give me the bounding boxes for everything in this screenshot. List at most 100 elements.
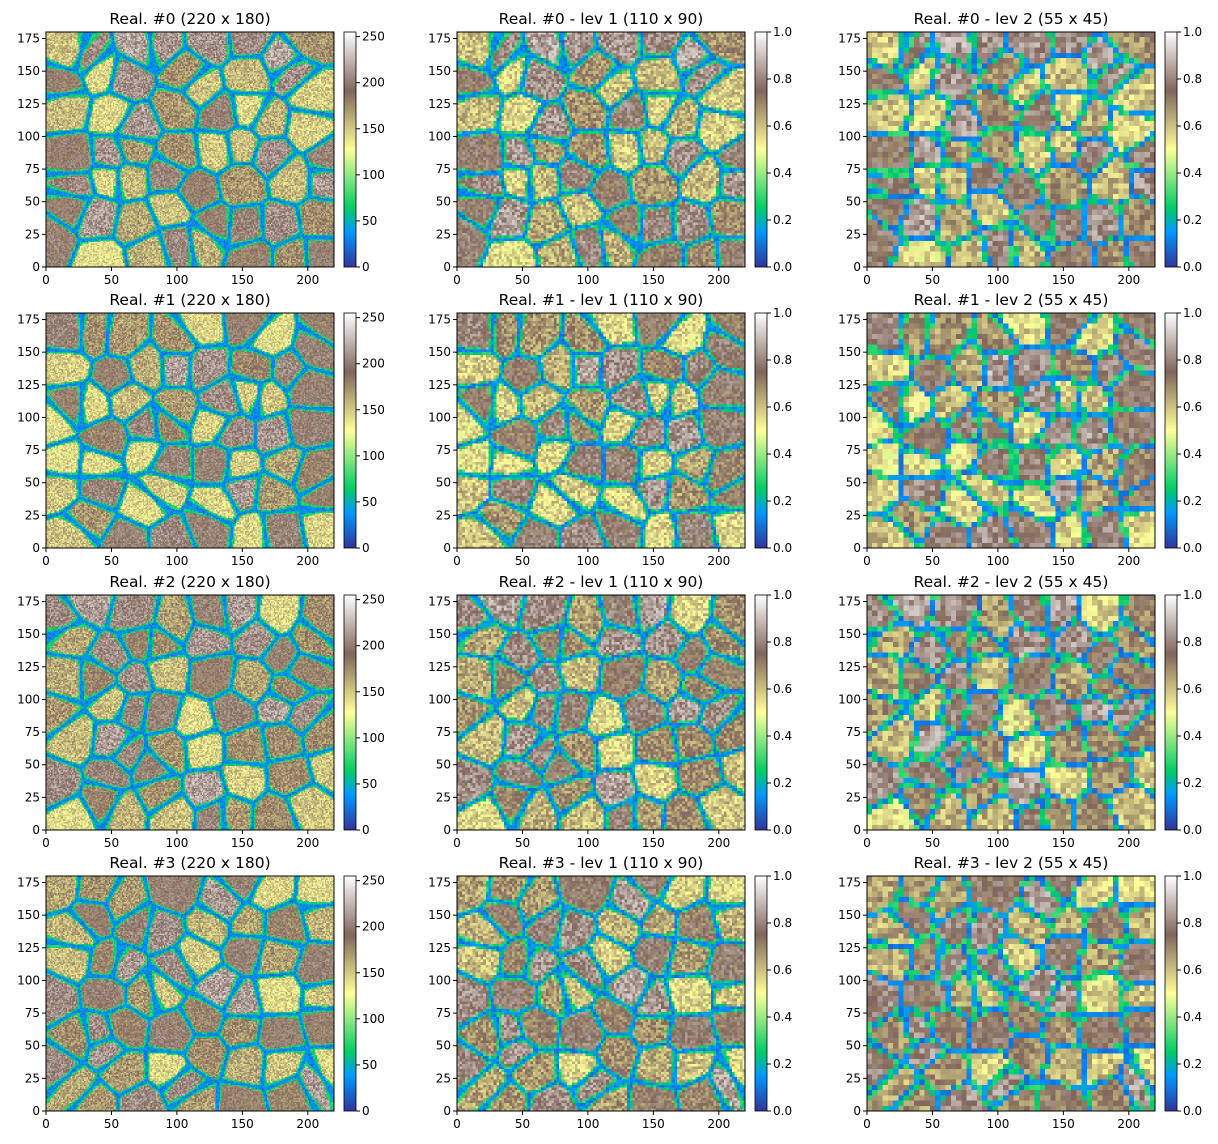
y-tick-label: 0 bbox=[32, 260, 40, 274]
colorbar-tick-label: 0.8 bbox=[773, 916, 792, 930]
panel-title: Real. #0 - lev 2 (55 x 45) bbox=[914, 10, 1109, 28]
y-tick-label: 150 bbox=[838, 64, 861, 78]
colorbar-tick-label: 1.0 bbox=[773, 588, 792, 602]
heatmap-image bbox=[46, 32, 334, 267]
y-tick-label: 125 bbox=[428, 378, 451, 392]
colorbar-tick-label: 0.0 bbox=[1183, 1104, 1202, 1118]
axes-frame bbox=[456, 594, 746, 831]
x-tick-label: 150 bbox=[231, 273, 254, 287]
y-tick-label: 0 bbox=[443, 541, 451, 555]
y-tick-label: 100 bbox=[838, 973, 861, 987]
heatmap-panel: Real. #0 - lev 2 (55 x 45) 0 50 100 150 200 0 2… bbox=[838, 10, 1202, 287]
colorbar bbox=[1164, 31, 1178, 268]
y-tick-label: 175 bbox=[428, 32, 451, 46]
heatmap-image bbox=[46, 595, 334, 830]
heatmap-panel: Real. #3 - lev 1 (110 x 90) 0 50 100 150 200 0… bbox=[428, 854, 792, 1131]
x-tick-label: 0 bbox=[453, 273, 461, 287]
colorbar bbox=[343, 31, 357, 268]
colorbar-tick-label: 1.0 bbox=[773, 25, 792, 39]
y-tick-label: 175 bbox=[17, 32, 40, 46]
y-tick-label: 125 bbox=[838, 660, 861, 674]
colorbar-tick-label: 1.0 bbox=[1183, 588, 1202, 602]
colorbar-tick-label: 200 bbox=[362, 357, 385, 371]
panel-title: Real. #2 - lev 1 (110 x 90) bbox=[499, 573, 704, 591]
colorbar-tick-label: 250 bbox=[362, 874, 385, 888]
colorbar-tick-label: 0.6 bbox=[773, 119, 792, 133]
axes-frame bbox=[456, 312, 746, 549]
heatmap-panel: Real. #2 - lev 2 (55 x 45) 0 50 100 150 200 0 2… bbox=[838, 573, 1202, 850]
y-tick-label: 50 bbox=[846, 758, 861, 772]
axes-frame bbox=[45, 312, 335, 549]
y-tick-label: 100 bbox=[17, 129, 40, 143]
colorbar bbox=[343, 875, 357, 1112]
colorbar-tick-label: 0.2 bbox=[1183, 213, 1202, 227]
panel-title: Real. #0 - lev 1 (110 x 90) bbox=[499, 10, 704, 28]
x-tick-label: 150 bbox=[1052, 836, 1075, 850]
x-tick-label: 200 bbox=[1117, 554, 1140, 568]
x-tick-label: 100 bbox=[986, 554, 1009, 568]
colorbar-tick-label: 0.8 bbox=[1183, 635, 1202, 649]
x-tick-label: 200 bbox=[707, 554, 730, 568]
y-tick-label: 50 bbox=[846, 195, 861, 209]
colorbar-tick-label: 0.2 bbox=[1183, 1057, 1202, 1071]
axes-frame bbox=[866, 31, 1156, 268]
panel-title: Real. #1 - lev 1 (110 x 90) bbox=[499, 291, 704, 309]
colorbar-tick-label: 0.2 bbox=[1183, 494, 1202, 508]
heatmap-image bbox=[46, 313, 334, 548]
y-tick-label: 25 bbox=[846, 790, 861, 804]
y-tick-label: 75 bbox=[25, 162, 40, 176]
axes-frame bbox=[866, 875, 1156, 1112]
x-tick-label: 200 bbox=[296, 836, 319, 850]
colorbar-tick-label: 0.2 bbox=[773, 494, 792, 508]
x-tick-label: 100 bbox=[165, 273, 188, 287]
x-tick-label: 100 bbox=[576, 554, 599, 568]
y-tick-label: 0 bbox=[443, 823, 451, 837]
axes-frame bbox=[456, 31, 746, 268]
x-tick-label: 100 bbox=[165, 554, 188, 568]
y-tick-label: 100 bbox=[17, 973, 40, 987]
x-tick-label: 50 bbox=[515, 554, 530, 568]
x-tick-label: 50 bbox=[104, 273, 119, 287]
panel-title: Real. #1 (220 x 180) bbox=[109, 291, 270, 309]
colorbar-tick-label: 0.6 bbox=[1183, 400, 1202, 414]
colorbar bbox=[754, 312, 768, 549]
x-tick-label: 0 bbox=[453, 554, 461, 568]
colorbar-tick-label: 0.0 bbox=[773, 260, 792, 274]
y-tick-label: 150 bbox=[838, 908, 861, 922]
y-tick-label: 25 bbox=[436, 227, 451, 241]
colorbar-tick-label: 0.6 bbox=[773, 682, 792, 696]
axes-frame bbox=[45, 594, 335, 831]
y-tick-label: 0 bbox=[853, 541, 861, 555]
y-tick-label: 0 bbox=[853, 260, 861, 274]
y-tick-label: 125 bbox=[17, 378, 40, 392]
y-tick-label: 0 bbox=[853, 823, 861, 837]
x-tick-label: 100 bbox=[576, 836, 599, 850]
y-tick-label: 100 bbox=[17, 692, 40, 706]
colorbar-tick-label: 0 bbox=[362, 260, 370, 274]
panel-title: Real. #1 - lev 2 (55 x 45) bbox=[914, 291, 1109, 309]
y-tick-label: 0 bbox=[32, 1104, 40, 1118]
x-tick-label: 0 bbox=[863, 836, 871, 850]
panel-title: Real. #2 (220 x 180) bbox=[109, 573, 270, 591]
panel-title: Real. #3 (220 x 180) bbox=[109, 854, 270, 872]
colorbar-tick-label: 150 bbox=[362, 685, 385, 699]
y-tick-label: 50 bbox=[25, 758, 40, 772]
y-tick-label: 50 bbox=[846, 1039, 861, 1053]
x-tick-label: 100 bbox=[986, 1117, 1009, 1131]
y-tick-label: 25 bbox=[846, 227, 861, 241]
colorbar-tick-label: 0 bbox=[362, 1104, 370, 1118]
colorbar-tick-label: 0.0 bbox=[773, 541, 792, 555]
heatmap-panel: Real. #3 - lev 2 (55 x 45) 0 50 100 150 200 0 2… bbox=[838, 854, 1202, 1131]
y-tick-label: 150 bbox=[428, 627, 451, 641]
y-tick-label: 100 bbox=[838, 410, 861, 424]
colorbar-tick-label: 50 bbox=[362, 495, 377, 509]
heatmap-image bbox=[867, 313, 1155, 548]
axes-frame bbox=[866, 312, 1156, 549]
colorbar-tick-label: 0.6 bbox=[773, 400, 792, 414]
colorbar-tick-label: 0.8 bbox=[773, 353, 792, 367]
x-tick-label: 0 bbox=[42, 273, 50, 287]
axes-frame bbox=[45, 31, 335, 268]
y-tick-label: 125 bbox=[838, 97, 861, 111]
colorbar-tick-label: 0.4 bbox=[773, 729, 792, 743]
heatmap-image bbox=[457, 313, 745, 548]
